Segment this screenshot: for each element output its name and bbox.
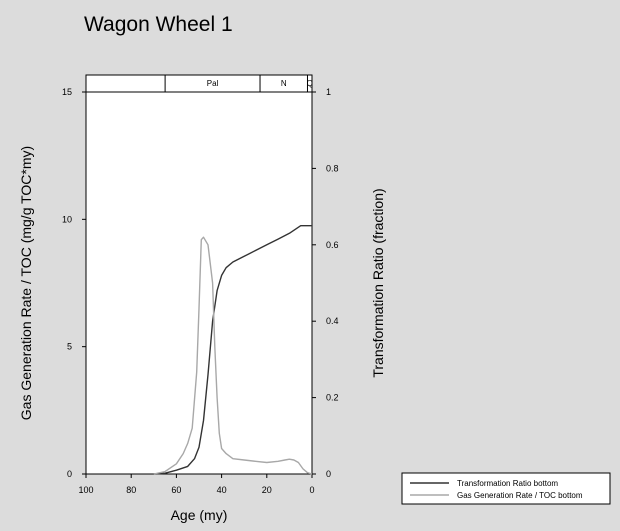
chart-title: Wagon Wheel 1 xyxy=(84,13,233,36)
x-axis-label: Age (my) xyxy=(171,507,228,523)
period-label: Q xyxy=(307,79,313,88)
legend-box xyxy=(401,472,611,505)
y-right-tick-label: 0.4 xyxy=(326,316,339,326)
legend: Transformation Ratio bottom Gas Generati… xyxy=(401,472,611,505)
y-left-axis-label: Gas Generation Rate / TOC (mg/g TOC*my) xyxy=(18,146,34,420)
x-tick-label: 20 xyxy=(262,485,272,495)
x-tick-label: 80 xyxy=(126,485,136,495)
y-right-tick-label: 0.2 xyxy=(326,393,339,403)
y-right-ticks: 0 0.2 0.4 0.6 0.8 1 xyxy=(312,87,339,479)
y-right-axis-label: Transformation Ratio (fraction) xyxy=(370,188,386,377)
period-label: N xyxy=(281,79,287,88)
series-lines xyxy=(153,224,313,475)
y-right-tick-label: 0.8 xyxy=(326,163,339,173)
series-line-transformation-ratio xyxy=(153,224,312,475)
y-right-tick-label: 0.6 xyxy=(326,240,339,250)
period-bar xyxy=(85,74,313,93)
period-labels: Pal N Q xyxy=(164,75,313,92)
y-left-ticks: 0 5 10 15 xyxy=(62,87,86,479)
y-right-tick-label: 1 xyxy=(326,87,331,97)
x-ticks: 100 80 60 40 20 0 xyxy=(78,474,315,495)
y-left-tick-label: 5 xyxy=(67,342,72,352)
y-left-tick-label: 0 xyxy=(67,469,72,479)
x-tick-label: 40 xyxy=(217,485,227,495)
period-label: Pal xyxy=(207,79,219,88)
y-left-tick-label: 15 xyxy=(62,87,72,97)
x-tick-label: 0 xyxy=(309,485,314,495)
x-tick-label: 60 xyxy=(171,485,181,495)
series-line-gas-generation-rate xyxy=(153,236,313,475)
legend-label-tr: Transformation Ratio bottom xyxy=(457,479,558,488)
x-tick-label: 100 xyxy=(78,485,93,495)
y-right-tick-label: 0 xyxy=(326,469,331,479)
plot-area xyxy=(86,92,312,474)
legend-label-gas: Gas Generation Rate / TOC bottom xyxy=(457,491,583,500)
y-left-tick-label: 10 xyxy=(62,214,72,224)
